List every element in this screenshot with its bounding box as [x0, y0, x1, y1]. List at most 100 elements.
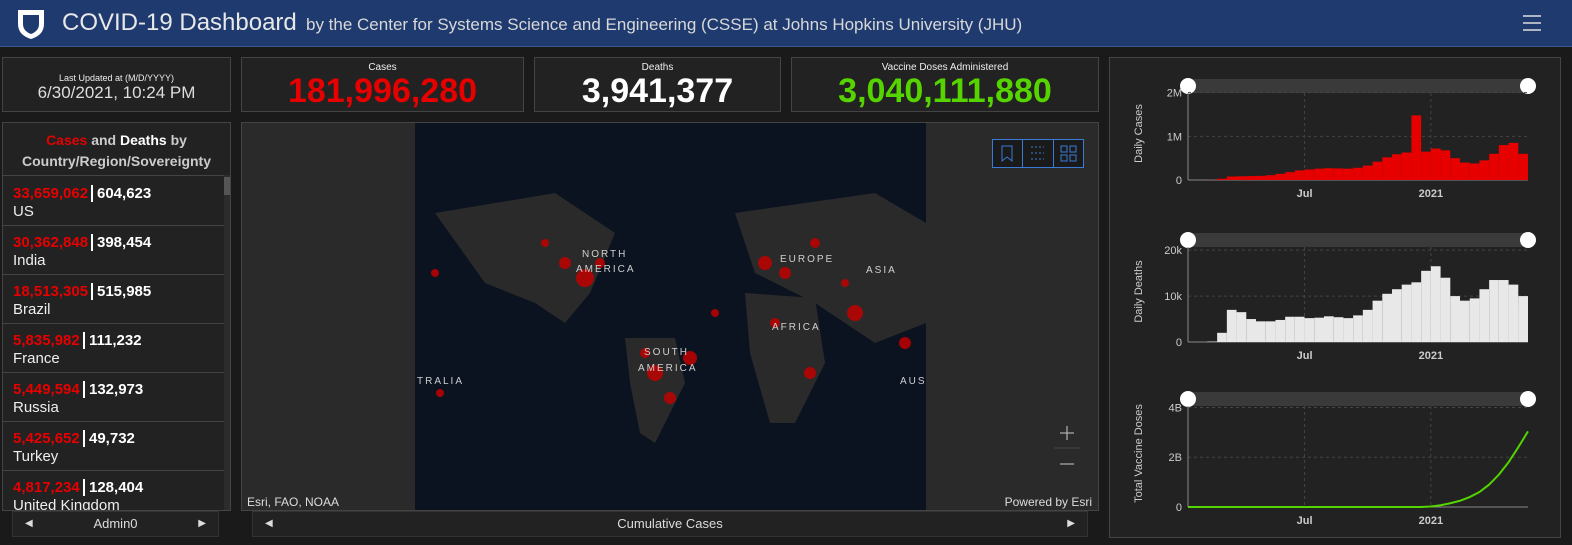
slider-handle[interactable]	[1180, 78, 1196, 94]
slider-handle[interactable]	[1520, 78, 1536, 94]
row-name: Brazil	[13, 301, 51, 318]
map-label: AFRICA	[772, 322, 821, 333]
y-tick-label: 2M	[1167, 88, 1182, 100]
bar	[1518, 305, 1528, 342]
list-header: Cases and Deaths by Country/Region/Sover…	[3, 130, 230, 172]
value: 6/30/2021, 10:24 PM	[37, 83, 196, 102]
scrollbar[interactable]	[224, 175, 230, 510]
bar	[1226, 176, 1237, 180]
x-tick-label: Jul	[1297, 188, 1313, 200]
bar	[1421, 270, 1431, 342]
row-deaths: 604,623	[91, 185, 151, 202]
bar	[1411, 282, 1422, 342]
bar	[1304, 318, 1315, 342]
map[interactable]	[415, 123, 926, 511]
title: COVID-19 Dashboard	[62, 9, 297, 36]
map-label: SOUTH	[644, 347, 689, 358]
bar	[1285, 172, 1295, 180]
bar	[1469, 298, 1480, 342]
value: 3,040,111,880	[838, 72, 1052, 110]
row-cases: 5,835,982	[13, 332, 80, 349]
powered-by: Powered by Esri	[1004, 495, 1092, 509]
country-row[interactable]: 4,817,234 128,404 United Kingdom	[3, 470, 225, 510]
list-footer: Admin0	[93, 516, 138, 531]
map-label: ASIA	[866, 265, 897, 276]
zoom-controls[interactable]	[1050, 417, 1084, 479]
bar	[1372, 300, 1383, 342]
label: Vaccine Doses Administered	[881, 62, 1009, 73]
bar	[1372, 161, 1383, 180]
row-name: Russia	[13, 399, 59, 416]
bar	[1217, 178, 1227, 180]
row-name: France	[13, 350, 60, 367]
deaths-word: Deaths	[120, 132, 167, 148]
range-slider	[1188, 233, 1528, 247]
bar	[1460, 300, 1470, 342]
row-deaths: 132,973	[83, 381, 143, 398]
map-label: AMERICA	[638, 363, 698, 374]
y-tick-label: 20k	[1164, 245, 1182, 257]
slider-handle[interactable]	[1520, 232, 1536, 248]
bar	[1226, 309, 1237, 342]
bar	[1498, 145, 1509, 180]
bar	[1353, 167, 1363, 180]
label: Last Updated at (M/D/YYYY)	[58, 73, 175, 83]
map-label: AUS	[900, 376, 927, 387]
bar	[1479, 160, 1490, 180]
value: 3,941,377	[581, 72, 734, 110]
map-label: AMERICA	[576, 264, 636, 275]
country-row[interactable]: 5,449,594 132,973 Russia	[3, 372, 225, 422]
slider-handle[interactable]	[1180, 232, 1196, 248]
header-bar: COVID-19 Dashboard by the Center for Sys…	[0, 0, 1572, 47]
bar	[1343, 318, 1354, 342]
bar	[1314, 168, 1324, 180]
and-word: and	[91, 132, 117, 148]
row-deaths: 398,454	[91, 234, 151, 251]
list-nav[interactable]: ◀ Admin0 ▶	[12, 511, 219, 537]
bar	[1304, 169, 1315, 180]
rows: 33,659,062 604,623 US 30,362,848 398,454 Indi…	[3, 175, 225, 510]
slider-handle[interactable]	[1520, 391, 1536, 407]
country-row[interactable]: 30,362,848 398,454 India	[3, 225, 225, 275]
map-label: EUROPE	[780, 254, 835, 265]
map-nav[interactable]: ◀ Cumulative Cases ▶	[252, 511, 1088, 537]
bar	[1401, 152, 1412, 180]
map-tools[interactable]	[992, 139, 1084, 169]
row-deaths: 128,404	[83, 479, 143, 496]
row-cases: 5,449,594	[13, 381, 80, 398]
map-panel: NORTH AMERICA EUROPE ASIA AFRICA SOUTH A…	[241, 122, 1099, 511]
row-deaths: 111,232	[83, 332, 142, 349]
charts-panel: 0 1M 2M Jul 2021 Daily Cases 0 10k 20k Jul 2021 Dai…	[1109, 57, 1561, 538]
logo	[18, 10, 44, 39]
y-tick-label: 0	[1176, 337, 1182, 349]
bar	[1382, 293, 1392, 342]
bar	[1421, 151, 1431, 180]
bar	[1450, 158, 1460, 180]
row-cases: 33,659,062	[13, 185, 89, 202]
subtitle: by the Center for Systems Science and En…	[306, 15, 1023, 34]
bar	[1479, 289, 1490, 342]
country-row[interactable]: 18,513,305 515,985 Brazil	[3, 274, 225, 324]
bar	[1343, 168, 1354, 180]
bar	[1508, 284, 1519, 342]
bar	[1333, 317, 1344, 342]
bar	[1460, 162, 1470, 180]
country-row[interactable]: 33,659,062 604,623 US	[3, 176, 225, 226]
row-cases: 5,425,652	[13, 430, 80, 447]
bar	[1489, 280, 1499, 342]
row-name: Turkey	[13, 448, 59, 465]
country-row[interactable]: 5,425,652 49,732 Turkey	[3, 421, 225, 471]
bar	[1324, 316, 1334, 342]
country-row[interactable]: 5,835,982 111,232 France	[3, 323, 225, 373]
bar	[1324, 168, 1334, 180]
label: Deaths	[641, 62, 674, 73]
row-name: US	[13, 203, 34, 220]
menu-button[interactable]	[1522, 14, 1542, 32]
bar	[1236, 176, 1247, 180]
y-tick-label: 4B	[1169, 402, 1182, 414]
row-cases: 4,817,234	[13, 479, 80, 496]
slider-handle[interactable]	[1180, 391, 1196, 407]
row-cases: 30,362,848	[13, 234, 89, 251]
x-tick-label: 2021	[1419, 515, 1443, 527]
